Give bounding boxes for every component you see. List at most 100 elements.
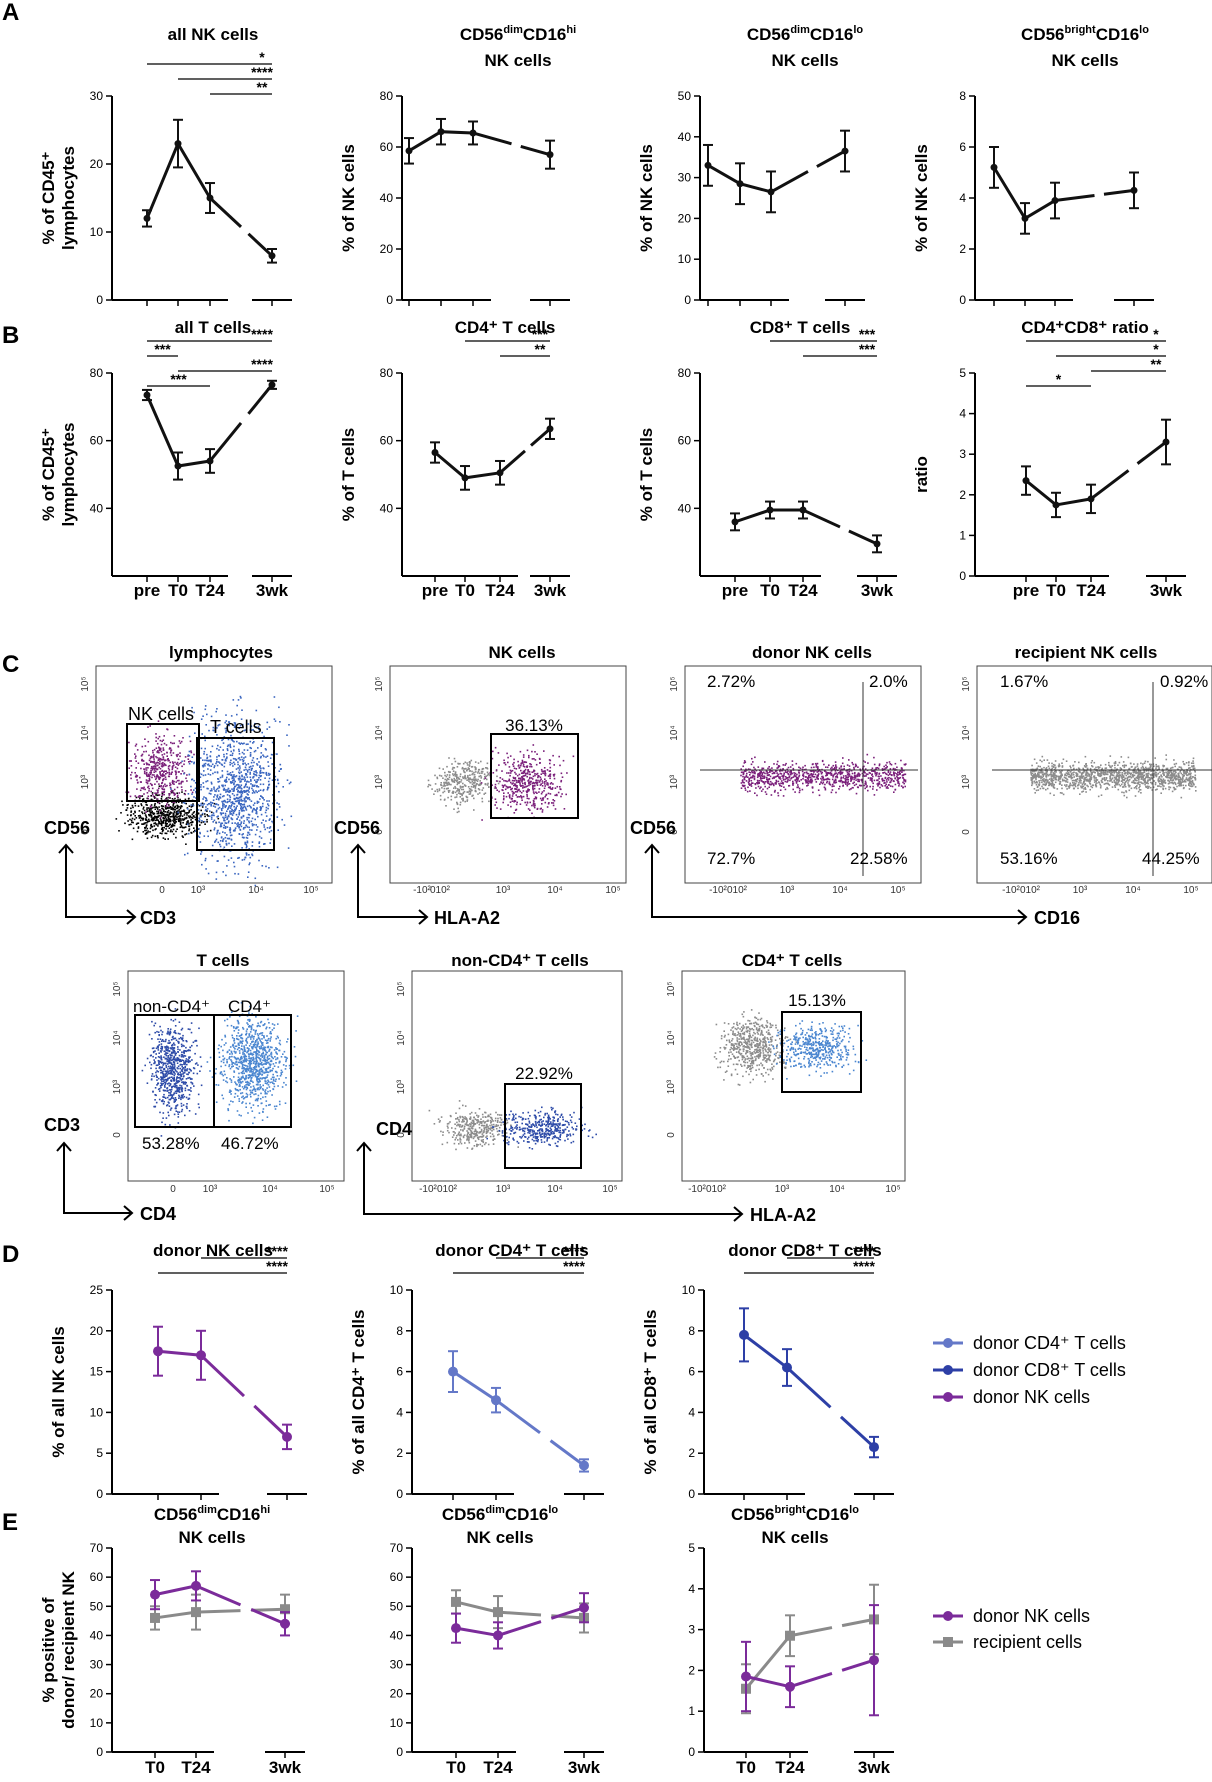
event-dot (473, 797, 475, 800)
event-dot (140, 755, 143, 757)
event-dot (1187, 764, 1190, 767)
event-dot (798, 766, 800, 769)
event-dot (859, 784, 862, 787)
event-dot (146, 837, 149, 840)
event-dot (169, 761, 171, 764)
event-dot (782, 779, 785, 781)
event-dot (532, 791, 535, 793)
event-dot (169, 782, 171, 785)
event-dot (135, 760, 137, 762)
event-dot (233, 789, 235, 791)
event-dot (243, 749, 246, 751)
event-dot (148, 764, 151, 766)
event-dot (172, 764, 175, 766)
event-dot (212, 812, 215, 814)
event-dot (477, 762, 480, 764)
event-dot (839, 780, 842, 783)
event-dot (128, 760, 131, 762)
y-tick-label: 40 (678, 501, 692, 515)
event-dot (246, 840, 249, 843)
event-dot (1061, 787, 1063, 790)
event-dot (173, 824, 176, 827)
event-dot (202, 715, 204, 717)
event-dot (488, 786, 490, 788)
event-dot (271, 763, 273, 765)
event-dot (211, 802, 214, 804)
event-dot (1168, 780, 1171, 783)
event-dot (443, 790, 446, 793)
event-dot (530, 777, 533, 779)
event-dot (1193, 767, 1196, 770)
event-dot (130, 777, 132, 780)
series-line-segment (789, 1626, 833, 1638)
event-dot (239, 759, 241, 761)
y-tick-label: 0 (96, 293, 103, 307)
event-dot (446, 784, 448, 786)
event-dot (871, 777, 873, 780)
event-dot (786, 768, 788, 771)
event-dot (566, 772, 568, 774)
event-dot (773, 791, 776, 793)
event-dot (206, 808, 209, 810)
event-dot (453, 780, 455, 782)
event-dot (871, 774, 873, 776)
event-dot (877, 779, 879, 782)
event-dot (239, 804, 242, 807)
event-dot (505, 785, 508, 788)
event-dot (120, 812, 122, 814)
event-dot (1040, 775, 1042, 778)
event-dot (139, 819, 142, 822)
event-dot (518, 764, 520, 766)
event-dot (246, 834, 249, 836)
event-dot (526, 797, 529, 800)
event-dot (742, 773, 745, 776)
event-dot (740, 774, 742, 777)
event-dot (174, 766, 177, 768)
event-dot (223, 803, 225, 806)
event-dot (224, 827, 227, 829)
event-dot (835, 766, 838, 768)
event-dot (764, 761, 766, 763)
event-dot (186, 808, 189, 810)
event-dot (165, 798, 167, 801)
event-dot (539, 797, 542, 800)
event-dot (175, 815, 177, 817)
event-dot (223, 846, 226, 849)
event-dot (252, 789, 254, 791)
event-dot (472, 786, 475, 788)
event-dot (164, 822, 167, 825)
event-dot (171, 771, 173, 773)
series-line-segment (841, 1658, 875, 1672)
event-dot (220, 823, 222, 826)
event-dot (132, 806, 134, 809)
event-dot (177, 818, 179, 820)
event-dot (259, 783, 262, 786)
event-dot (203, 796, 205, 798)
event-dot (761, 772, 764, 774)
event-dot (214, 771, 216, 774)
event-dot (549, 762, 551, 765)
event-dot (178, 779, 180, 782)
event-dot (171, 807, 173, 809)
title-sup: hi (566, 24, 576, 36)
event-dot (180, 810, 183, 812)
event-dot (253, 761, 255, 764)
event-dot (842, 777, 844, 779)
event-dot (452, 791, 455, 793)
event-dot (1166, 772, 1169, 775)
event-dot (253, 770, 255, 773)
y-tick-label: 20 (90, 157, 104, 171)
event-dot (848, 759, 850, 761)
event-dot (850, 779, 853, 781)
event-dot (231, 781, 234, 784)
event-dot (462, 777, 465, 780)
event-dot (159, 822, 162, 825)
event-dot (233, 865, 236, 868)
flow-frame-non-cd4 (411, 970, 623, 1182)
event-dot (250, 800, 253, 802)
event-dot (521, 779, 524, 781)
event-dot (159, 772, 161, 774)
event-dot (747, 786, 749, 789)
event-dot (1085, 765, 1088, 767)
